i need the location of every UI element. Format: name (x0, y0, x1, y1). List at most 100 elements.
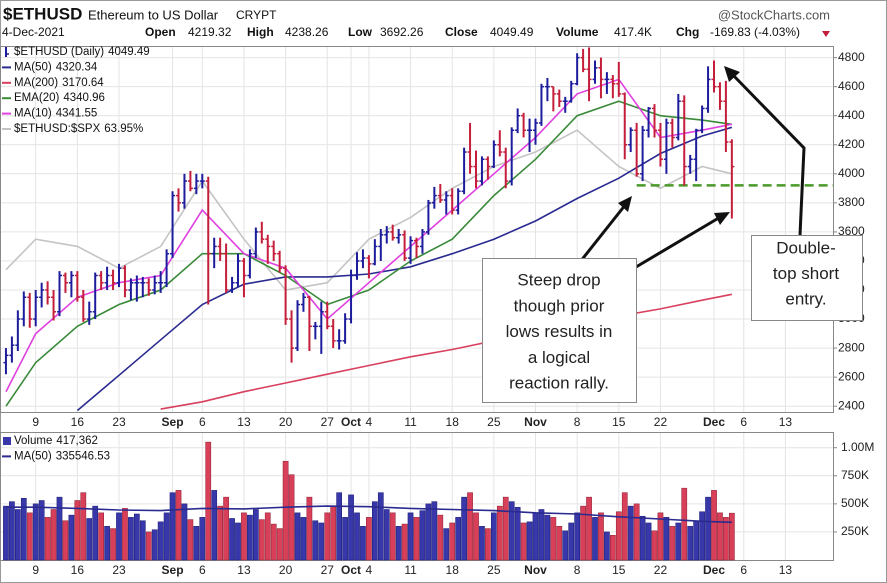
quote-label: Open (145, 25, 176, 39)
series-line (160, 293, 733, 410)
annotation-text: a logical (528, 348, 590, 367)
series-line (76, 126, 733, 412)
volume-bar (104, 526, 110, 561)
legend-name: EMA(20) (14, 92, 60, 104)
volume-bar (443, 528, 450, 561)
volume-bar (336, 492, 342, 561)
volume-bar (169, 492, 176, 561)
annotation-text: reaction rally. (509, 374, 609, 393)
volume-bar (229, 518, 235, 561)
volume-bar (681, 487, 688, 561)
volume-bar (544, 514, 551, 561)
date: 4-Dec-2021 (2, 25, 65, 39)
volume-bar (485, 528, 491, 561)
y-tick-label: 4800 (838, 50, 865, 64)
volume-bar (675, 522, 682, 561)
x-tick-label: 27 (321, 563, 335, 577)
volume-bar (556, 526, 563, 561)
volume-bar (56, 496, 63, 561)
note-box (751, 235, 863, 321)
legend-value: 3170.64 (62, 77, 104, 89)
y-tick-label: 1.00M (841, 440, 874, 454)
volume-bar (300, 517, 307, 561)
y-tick-label: 500K (841, 496, 869, 510)
x-tick-label: 22 (654, 415, 668, 429)
x-tick-label: Sep (162, 415, 184, 429)
legend-name: MA(200) (14, 77, 58, 89)
volume-bar (199, 517, 206, 561)
volume-bar (705, 496, 711, 561)
x-tick-label: Oct (341, 415, 361, 429)
legend-entry: MA(50) 335546.53 (14, 450, 110, 462)
volume-bar (151, 529, 158, 561)
legend-value: 63.95% (104, 123, 143, 135)
legend-value: 4049.49 (108, 46, 150, 58)
legend-entry: $ETHUSD:$SPX 63.95% (14, 123, 143, 135)
x-tick-label: 25 (487, 563, 501, 577)
y-tick-label: 2800 (838, 340, 865, 354)
price-panel (0, 46, 834, 413)
x-tick-label: 25 (487, 415, 501, 429)
volume-bar (241, 512, 247, 561)
arrow (730, 72, 806, 236)
x-tick-label: 11 (404, 563, 417, 577)
legend-name: MA(50) (14, 61, 52, 73)
volume-bar (502, 496, 509, 561)
note-box (482, 258, 637, 403)
volume-bar (223, 496, 229, 561)
x-tick-label: 16 (71, 563, 85, 577)
volume-bar (348, 494, 354, 561)
volume-bar (574, 512, 580, 561)
volume-bar (139, 520, 146, 561)
x-tick-label: 22 (654, 563, 668, 577)
volume-bar (669, 526, 676, 561)
quote-value: 3692.26 (380, 25, 424, 39)
volume-bar (330, 505, 337, 561)
volume-bar (235, 522, 241, 561)
volume-bar (491, 512, 497, 561)
legend-entry: MA(50) 4320.34 (14, 61, 98, 73)
volume-bar (306, 496, 313, 561)
volume-bar (157, 521, 164, 561)
volume-bar (419, 510, 426, 561)
arrow (635, 214, 723, 269)
volume-bar (717, 512, 723, 561)
volume-bar (366, 517, 372, 561)
x-tick-label: 15 (612, 563, 626, 577)
x-tick-label: 6 (199, 563, 206, 577)
legend-value: 417,362 (56, 435, 98, 447)
annotation-text: though prior (514, 296, 605, 315)
volume-bar (532, 512, 539, 561)
legend-value: 4340.96 (63, 92, 105, 104)
volume-bar (413, 517, 420, 561)
y-tick-label: 4000 (838, 166, 865, 180)
annotation-text: top short (773, 264, 839, 283)
volume-bar (550, 517, 557, 561)
volume-bar (431, 501, 438, 561)
volume-bar (26, 512, 33, 561)
volume-bar (723, 517, 729, 561)
volume-bar (473, 512, 479, 561)
symbol-name: Ethereum to US Dollar (88, 7, 219, 22)
volume-bar (282, 460, 289, 561)
y-tick-label: 3800 (838, 195, 865, 209)
volume-bar (401, 523, 408, 561)
quote-value: 4238.26 (285, 25, 329, 39)
volume-bar (324, 512, 331, 561)
volume-bar (455, 517, 461, 561)
arrow-head (724, 66, 740, 82)
x-tick-label: Nov (524, 563, 547, 577)
volume-bar (3, 505, 9, 561)
volume-bar (98, 512, 105, 561)
series-line (5, 100, 733, 407)
symbol: $ETHUSD (3, 4, 82, 23)
legend-entry: EMA(20) 4340.96 (14, 92, 105, 104)
volume-bar (342, 517, 348, 561)
volume-bar (276, 528, 283, 561)
volume-bar (699, 511, 705, 561)
volume-bar (693, 520, 699, 561)
volume-bar (264, 512, 271, 561)
y-tick-label: 250K (841, 524, 869, 538)
x-tick-label: Nov (524, 415, 547, 429)
volume-bar (145, 531, 152, 561)
